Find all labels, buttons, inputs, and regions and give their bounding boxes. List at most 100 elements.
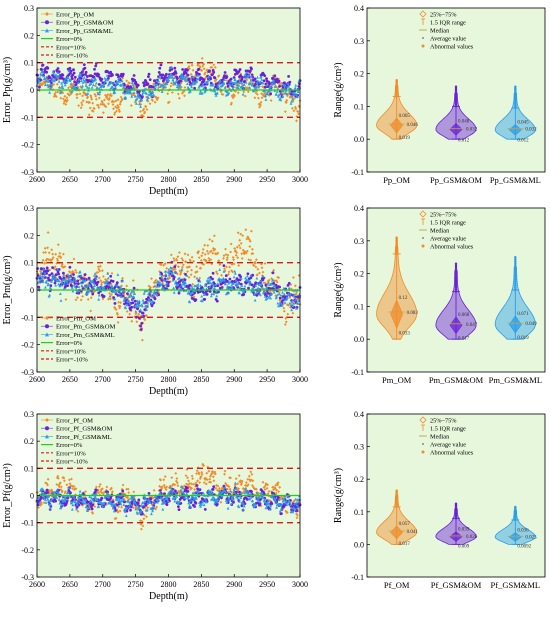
data-point [247, 286, 250, 290]
y-tick-label: 0 [30, 86, 34, 95]
data-point [163, 85, 166, 89]
data-point [295, 92, 298, 96]
data-point [65, 100, 68, 103]
outlier-point [514, 505, 517, 509]
data-point [101, 269, 104, 273]
data-point [212, 63, 216, 67]
data-point [114, 516, 118, 520]
x-tick-label: 3000 [292, 580, 308, 589]
data-point [233, 83, 237, 86]
data-point [77, 104, 80, 107]
data-point [238, 77, 242, 81]
data-point [268, 283, 272, 286]
data-point [260, 78, 264, 81]
data-point [84, 490, 87, 493]
data-point [217, 278, 220, 282]
data-point [173, 66, 177, 70]
data-point [106, 93, 110, 96]
data-point [116, 321, 120, 324]
data-point [204, 482, 208, 486]
data-point [36, 274, 40, 277]
data-point [71, 289, 75, 293]
data-point [269, 92, 272, 96]
data-point [91, 279, 95, 283]
data-point [220, 273, 223, 277]
data-point [37, 285, 41, 289]
data-point [269, 85, 272, 88]
data-point [141, 304, 144, 308]
data-point [53, 77, 57, 81]
legend-mean-symbol [422, 237, 424, 239]
data-point [297, 274, 301, 277]
data-point [131, 301, 135, 305]
data-point [256, 79, 260, 83]
data-point [57, 74, 60, 78]
data-point [261, 81, 265, 85]
data-point [79, 281, 83, 285]
data-point [232, 76, 236, 79]
data-point [232, 258, 235, 262]
data-point [59, 280, 63, 283]
data-point [101, 101, 104, 104]
data-point [217, 277, 221, 280]
data-point [85, 285, 89, 289]
data-point [38, 85, 41, 89]
data-point [184, 474, 188, 477]
q3-label: 0.045 [517, 120, 529, 125]
data-point [147, 72, 151, 76]
data-point [59, 256, 63, 260]
legend-label: Median [430, 27, 450, 34]
data-point [169, 253, 173, 257]
data-point [167, 268, 171, 271]
y-tick-label: -0.3 [21, 168, 34, 177]
data-point [159, 272, 162, 276]
data-point [190, 255, 194, 259]
data-point [241, 75, 244, 79]
data-point [121, 76, 124, 80]
data-point [47, 251, 51, 255]
data-point [229, 242, 233, 246]
data-point [126, 495, 130, 499]
data-point [47, 79, 51, 83]
x-tick-label: 2850 [193, 580, 209, 589]
data-point [64, 76, 68, 80]
data-point [259, 103, 262, 107]
data-point [92, 281, 96, 285]
data-point [194, 298, 198, 301]
data-point [237, 244, 241, 247]
data-point [164, 283, 168, 287]
data-point [237, 82, 241, 86]
data-point [181, 68, 185, 71]
data-point [265, 297, 269, 300]
data-point [261, 274, 265, 278]
data-point [243, 284, 247, 288]
data-point [225, 75, 229, 79]
data-point [106, 78, 110, 82]
data-point [252, 485, 255, 489]
data-point [50, 85, 53, 89]
data-point [256, 92, 259, 96]
data-point [191, 282, 194, 286]
data-point [122, 85, 126, 89]
data-point [214, 93, 218, 97]
data-point [230, 101, 233, 105]
data-point [230, 263, 234, 266]
data-point [145, 305, 149, 308]
q3-label: 0.068 [458, 313, 470, 318]
data-point [250, 74, 253, 78]
data-point [69, 82, 73, 85]
data-point [72, 278, 75, 282]
data-point [59, 488, 63, 491]
data-point [211, 284, 215, 287]
data-point [283, 110, 287, 113]
data-point [185, 79, 189, 82]
data-point [277, 291, 281, 294]
data-point [60, 280, 64, 284]
data-point [74, 280, 78, 283]
data-point [177, 76, 181, 80]
data-point [151, 90, 154, 94]
data-point [250, 229, 253, 233]
y-tick-label: -0.1 [21, 313, 34, 322]
data-point [258, 80, 262, 84]
data-point [94, 485, 98, 489]
